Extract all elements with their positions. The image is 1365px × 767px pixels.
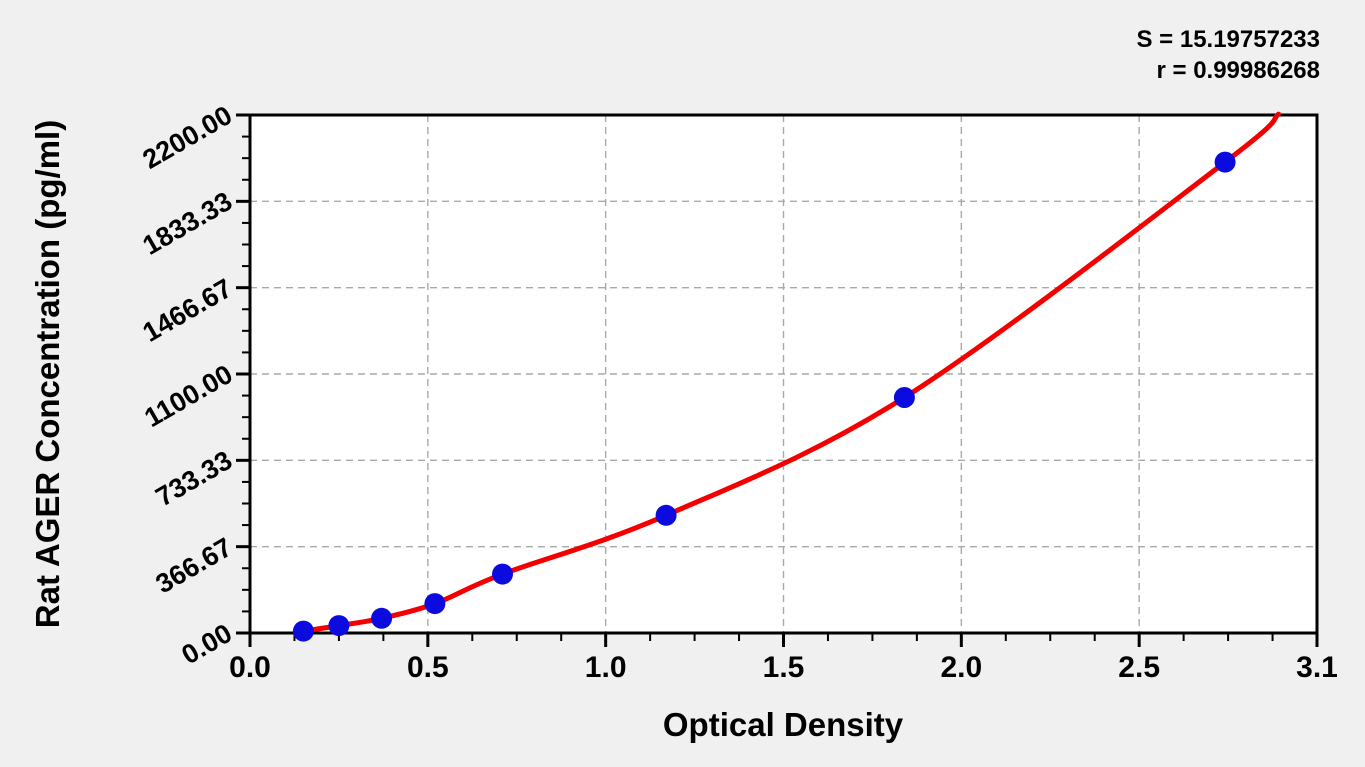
x-tick-label: 2.0 <box>940 651 983 684</box>
x-tick-label: 0.0 <box>229 651 271 684</box>
stats-s-value: S = 15.19757233 <box>1136 26 1320 53</box>
data-point <box>292 620 314 642</box>
x-axis-title: Optical Density <box>662 706 904 743</box>
stats-r-value: r = 0.99986268 <box>1156 57 1321 84</box>
y-axis-title: Rat AGER Concentration (pg/ml) <box>29 119 66 629</box>
data-point <box>655 504 677 526</box>
x-tick-label: 3.1 <box>1296 651 1338 684</box>
data-point <box>1214 151 1236 173</box>
data-point <box>424 593 446 615</box>
x-tick-label: 0.5 <box>406 651 449 684</box>
data-point <box>328 615 350 637</box>
x-tick-label: 2.5 <box>1118 651 1161 684</box>
data-point <box>893 387 915 408</box>
data-point <box>492 563 513 585</box>
x-tick-label: 1.5 <box>762 651 805 684</box>
data-point <box>371 607 393 629</box>
x-tick-label: 1.0 <box>584 651 627 684</box>
